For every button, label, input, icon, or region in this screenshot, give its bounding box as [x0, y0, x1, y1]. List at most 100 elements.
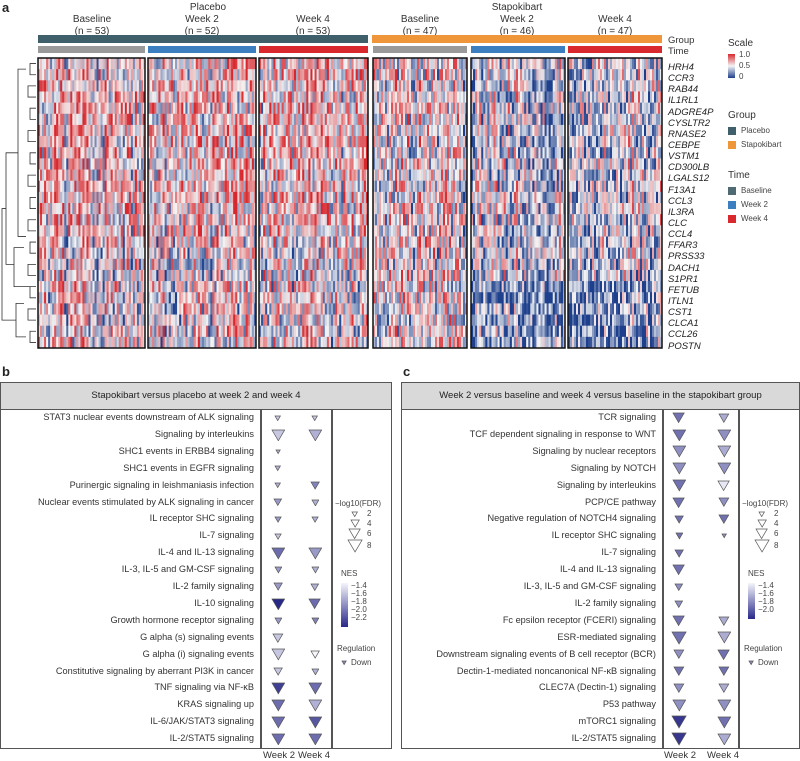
heatmap-cell	[231, 225, 234, 237]
heatmap-cell	[355, 124, 359, 137]
heatmap-cell	[216, 58, 219, 70]
heatmap-cell	[417, 336, 420, 349]
heatmap-cell	[138, 69, 142, 81]
heatmap-cell	[433, 336, 436, 349]
heatmap-cell	[391, 325, 394, 338]
heatmap-cell	[271, 303, 274, 315]
heatmap-cell	[351, 325, 354, 338]
heatmap-cell	[116, 325, 120, 338]
heatmap-cell	[437, 113, 440, 126]
heatmap-cell	[58, 169, 61, 181]
heatmap-cell	[199, 214, 203, 226]
heatmap-cell	[40, 124, 43, 137]
heatmap-cell	[335, 303, 338, 315]
heatmap-cell	[247, 102, 251, 115]
heatmap-cell	[239, 336, 242, 349]
heatmap-cell	[44, 113, 47, 126]
heatmap-cell	[212, 69, 215, 81]
heatmap-cell	[52, 91, 55, 103]
heatmap-cell	[375, 336, 378, 349]
heatmap-cell	[142, 102, 146, 115]
heatmap-cell	[349, 91, 352, 103]
heatmap-cell	[324, 214, 328, 226]
heatmap-cell	[52, 247, 55, 260]
heatmap-block-border	[37, 57, 146, 349]
heatmap-cell	[40, 325, 43, 338]
heatmap-cell	[189, 80, 192, 92]
heatmap-cell	[345, 80, 348, 92]
heatmap-cell	[229, 102, 232, 115]
heatmap-cell	[429, 258, 432, 271]
heatmap-cell	[197, 303, 201, 315]
heatmap-cell	[417, 113, 420, 126]
heatmap-cell	[210, 214, 213, 226]
heatmap-cell	[314, 214, 317, 226]
heatmap-cell	[160, 247, 163, 260]
heatmap-cell	[357, 180, 361, 193]
heatmap-cell	[239, 147, 242, 159]
heatmap-cell	[102, 325, 105, 338]
heatmap-cell	[136, 247, 140, 260]
heatmap-cell	[134, 247, 138, 260]
heatmap-cell	[94, 281, 97, 293]
heatmap-cell	[300, 336, 303, 349]
heatmap-cell	[229, 69, 232, 81]
heatmap-cell	[214, 58, 217, 70]
heatmap-cell	[421, 292, 424, 304]
heatmap-cell	[108, 225, 111, 237]
heatmap-cell	[427, 180, 430, 193]
heatmap-cell	[44, 236, 47, 248]
heatmap-cell	[314, 124, 317, 137]
heatmap-cell	[199, 258, 203, 271]
heatmap-cell	[197, 180, 201, 193]
heatmap-cell	[347, 336, 350, 349]
heatmap-cell	[96, 203, 99, 215]
heatmap-cell	[245, 80, 248, 92]
heatmap-cell	[124, 214, 128, 226]
heatmap-cell	[343, 147, 346, 159]
heatmap-cell	[322, 80, 326, 92]
heatmap-cell	[425, 225, 428, 237]
heatmap-cell	[191, 236, 194, 248]
heatmap-cell	[405, 214, 408, 226]
heatmap-cell	[197, 214, 201, 226]
heatmap-cell	[197, 225, 201, 237]
heatmap-cell	[68, 113, 71, 126]
heatmap-cell	[152, 336, 155, 349]
heatmap-cell	[300, 113, 303, 126]
heatmap-cell	[64, 225, 67, 237]
heatmap-cell	[437, 191, 440, 204]
heatmap-cell	[289, 336, 293, 349]
heatmap-cell	[273, 191, 276, 204]
heatmap-cell	[328, 336, 332, 349]
heatmap-cell	[277, 124, 280, 137]
heatmap-cell	[152, 102, 155, 115]
heatmap-cell	[275, 225, 278, 237]
heatmap-cell	[136, 258, 140, 271]
heatmap-cell	[191, 269, 194, 282]
heatmap-cell	[134, 191, 138, 204]
heatmap-cell	[316, 203, 319, 215]
heatmap-cell	[427, 147, 430, 159]
heatmap-cell	[202, 303, 205, 315]
heatmap-cell	[241, 225, 244, 237]
heatmap-cell	[308, 191, 311, 204]
heatmap-cell	[72, 225, 75, 237]
heatmap-cell	[265, 69, 268, 81]
heatmap-cell	[267, 191, 270, 204]
heatmap-cell	[142, 147, 146, 159]
heatmap-cell	[106, 269, 109, 282]
heatmap-cell	[353, 258, 356, 271]
heatmap-cell	[387, 225, 390, 237]
heatmap-cell	[304, 269, 307, 282]
heatmap-cell	[431, 136, 434, 148]
heatmap-cell	[48, 136, 51, 148]
heatmap-cell	[391, 80, 394, 92]
heatmap-cell	[275, 258, 278, 271]
heatmap-cell	[62, 281, 65, 293]
heatmap-cell	[195, 147, 199, 159]
heatmap-cell	[389, 336, 392, 349]
heatmap-cell	[339, 292, 342, 304]
heatmap-cell	[279, 124, 282, 137]
heatmap-cell	[212, 80, 215, 92]
